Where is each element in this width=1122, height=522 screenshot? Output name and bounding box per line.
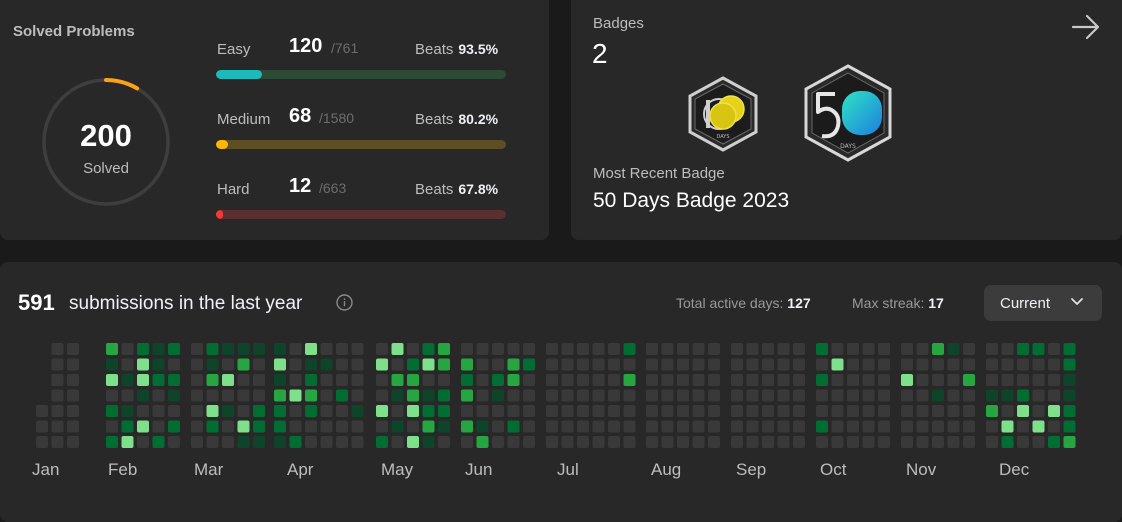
total-active-days: Total active days: 127 xyxy=(676,295,811,311)
hard-progress-bar xyxy=(216,210,506,219)
submission-count: 591 xyxy=(18,290,55,315)
info-icon[interactable] xyxy=(336,294,353,311)
solved-total: 200 xyxy=(80,118,132,153)
solved-problems-card xyxy=(0,0,549,240)
easy-progress-bar xyxy=(216,70,506,79)
month-label-dec: Dec xyxy=(999,460,1030,479)
easy-beats: Beats 93.5% xyxy=(415,41,498,59)
month-label-jul: Jul xyxy=(557,460,579,479)
arrow-right-icon[interactable] xyxy=(1071,14,1101,40)
medium-label: Medium xyxy=(217,111,271,128)
medium-beats-value: 80.2% xyxy=(458,111,499,127)
hard-label: Hard xyxy=(217,181,250,198)
total-active-days-label: Total active days: xyxy=(676,295,784,311)
hard-beats-label: Beats xyxy=(415,181,454,198)
solved-total-label: Solved xyxy=(83,160,129,177)
easy-beats-value: 93.5% xyxy=(458,41,499,57)
solved-progress-ring xyxy=(42,78,170,206)
easy-total: /761 xyxy=(331,40,359,56)
easy-label: Easy xyxy=(217,41,251,58)
month-label-nov: Nov xyxy=(906,460,937,479)
max-streak-value: 17 xyxy=(928,295,944,311)
medium-count: 68 xyxy=(289,105,312,127)
hard-count: 12 xyxy=(289,175,312,197)
easy-progress-fill xyxy=(216,70,262,79)
month-label-sep: Sep xyxy=(736,460,767,479)
max-streak-label: Max streak: xyxy=(852,295,925,311)
solved-progress-arc xyxy=(42,78,170,206)
most-recent-badge-label: Most Recent Badge xyxy=(593,165,725,182)
badges-label: Badges xyxy=(593,15,644,32)
chevron-down-icon xyxy=(1071,298,1083,305)
hard-beats-value: 67.8% xyxy=(458,181,499,197)
submission-label: submissions in the last year xyxy=(69,293,303,314)
medium-progress-fill xyxy=(216,140,229,149)
badge-50-text: DAYS xyxy=(840,143,856,150)
hard-progress-fill xyxy=(216,210,224,219)
month-label-feb: Feb xyxy=(108,460,138,479)
medium-beats: Beats 80.2% xyxy=(415,111,498,129)
badges-count: 2 xyxy=(592,38,608,69)
month-label-oct: Oct xyxy=(820,460,847,479)
hard-total: /663 xyxy=(319,180,347,196)
medium-total: /1580 xyxy=(319,110,355,126)
badge-100-text: DAYS xyxy=(716,134,729,140)
medium-progress-bar xyxy=(216,140,506,149)
range-select[interactable]: Current xyxy=(984,285,1102,321)
easy-beats-label: Beats xyxy=(415,41,454,58)
month-label-mar: Mar xyxy=(194,460,224,479)
month-label-aug: Aug xyxy=(651,460,682,479)
hard-beats: Beats 67.8% xyxy=(415,181,498,199)
month-label-apr: Apr xyxy=(287,460,314,479)
total-active-days-value: 127 xyxy=(787,295,811,311)
max-streak: Max streak: 17 xyxy=(852,295,944,311)
badge-50-days-icon[interactable]: DAYS xyxy=(802,64,894,162)
most-recent-badge-name: 50 Days Badge 2023 xyxy=(593,189,790,212)
month-label-jan: Jan xyxy=(32,460,60,479)
badge-100-days-icon[interactable]: DAYS xyxy=(686,76,760,152)
range-select-value: Current xyxy=(1000,295,1051,312)
medium-beats-label: Beats xyxy=(415,111,454,128)
month-label-jun: Jun xyxy=(465,460,493,479)
easy-count: 120 xyxy=(289,35,323,57)
solved-problems-title: Solved Problems xyxy=(13,23,135,40)
month-label-may: May xyxy=(381,460,414,479)
